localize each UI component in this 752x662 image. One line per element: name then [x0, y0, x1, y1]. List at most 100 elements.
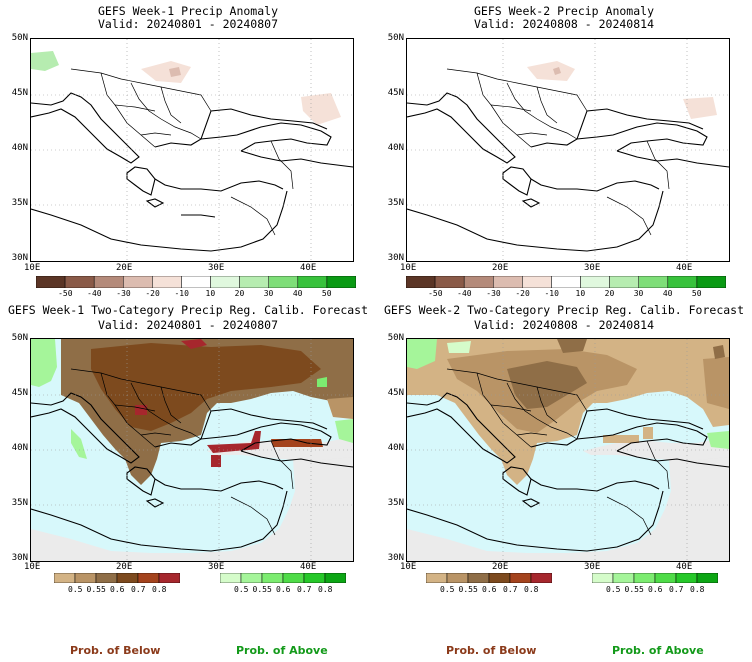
land-wet-italy [71, 429, 87, 459]
probability-map [406, 338, 730, 562]
lon-label-30e: 30E [584, 562, 601, 572]
colorbar-swatch [282, 573, 305, 583]
colorbar-swatch [93, 276, 124, 288]
colorbar-swatch [426, 573, 448, 583]
land-wet-west [31, 339, 57, 387]
lat-label-30n: 30N [387, 253, 404, 263]
colorbar-swatch [268, 276, 299, 288]
lon-label-30e: 30E [584, 263, 601, 273]
lat-label-35n: 35N [11, 498, 28, 508]
lat-label-45n: 45N [387, 88, 404, 98]
colorbar-tick-label: -20 [145, 289, 160, 298]
nodata-africa [407, 455, 729, 561]
colorbar-tick-label: 20 [234, 289, 245, 298]
lat-label-40n: 40N [387, 443, 404, 453]
colorbar-swatch [696, 573, 718, 583]
lat-label-35n: 35N [11, 198, 28, 208]
shade-east-dry [683, 97, 717, 119]
colorbar-tick-label: -30 [486, 289, 501, 298]
land-spot-dark [557, 339, 587, 353]
panel-week1-two-category: GEFS Week-1 Two-Category Precip Reg. Cal… [0, 300, 376, 600]
colorbar-tick-label: 0.5 [606, 585, 621, 594]
colorbar-swatch [36, 276, 66, 288]
colorbar-swatch [137, 573, 160, 583]
lat-label-50n: 50N [11, 33, 28, 43]
colorbar-swatch [74, 573, 97, 583]
colorbar-tick-label: 0.8 [152, 585, 167, 594]
colorbar-tick-label: 0.6 [110, 585, 125, 594]
panel-week2-two-category: GEFS Week-2 Two-Category Precip Reg. Cal… [376, 300, 752, 600]
lon-label-30e: 30E [208, 263, 225, 273]
colorbar-swatch [633, 573, 656, 583]
shade-russia-dry [301, 93, 341, 125]
panel-title: GEFS Week-1 Two-Category Precip Reg. Cal… [7, 303, 369, 317]
above-colorbar [220, 573, 346, 583]
lat-label-35n: 35N [387, 498, 404, 508]
above-colorbar [592, 573, 718, 583]
lat-label-40n: 40N [387, 143, 404, 153]
shade-spot [553, 67, 561, 75]
colorbar-swatch [667, 276, 698, 288]
colorbar-swatch [54, 573, 76, 583]
lon-label-40e: 40E [676, 562, 693, 572]
colorbar-swatch [488, 573, 511, 583]
colorbar-swatch [612, 573, 635, 583]
east-brown [327, 397, 353, 419]
colorbar-swatch [406, 276, 436, 288]
colorbar-tick-label: 0.7 [669, 585, 684, 594]
lon-label-20e: 20E [116, 263, 133, 273]
east-brown [703, 357, 729, 409]
prob-below-label-right: Prob. of Below [446, 644, 537, 657]
colorbar-tick-label: 40 [292, 289, 303, 298]
colorbar-tick-label: 20 [604, 289, 615, 298]
land-wet-north [447, 341, 471, 353]
shade-romania-dry [527, 61, 575, 81]
panel-valid-dates: Valid: 20240801 - 20240807 [97, 17, 278, 31]
colorbar-swatch [638, 276, 669, 288]
colorbar-swatch [446, 573, 469, 583]
land-wet-east [707, 431, 729, 449]
shade-north-europe [31, 51, 59, 71]
colorbar-tick-label: 0.8 [524, 585, 539, 594]
panel-week2-anomaly: GEFS Week-2 Precip Anomaly Valid: 202408… [376, 0, 752, 300]
colorbar-tick-label: 30 [263, 289, 274, 298]
anomaly-map [30, 38, 354, 262]
lon-label-40e: 40E [300, 263, 317, 273]
lat-label-45n: 45N [11, 388, 28, 398]
colorbar-swatch [493, 276, 523, 288]
colorbar-swatch [181, 276, 211, 288]
lon-label-20e: 20E [492, 562, 509, 572]
east-dark [713, 345, 725, 359]
colorbar-tick-label: -10 [174, 289, 189, 298]
below-colorbar-labels: 0.5 0.55 0.6 0.7 0.8 [54, 585, 180, 595]
colorbar-tick-label: 0.7 [131, 585, 146, 594]
colorbar-tick-label: 10 [575, 289, 586, 298]
colorbar-tick-label: 50 [691, 289, 702, 298]
nodata-africa [31, 455, 353, 561]
land-wet-crimea [317, 377, 327, 387]
colorbar-tick-label: 0.5 [234, 585, 249, 594]
lon-label-10e: 10E [24, 562, 41, 572]
colorbar-tick-label: 0.6 [648, 585, 663, 594]
shade-romania-dry [141, 61, 191, 83]
lat-label-30n: 30N [387, 553, 404, 563]
colorbar-swatch [592, 573, 614, 583]
colorbar-swatch [239, 276, 269, 288]
lon-label-10e: 10E [400, 562, 417, 572]
panel-valid-dates: Valid: 20240808 - 20240814 [473, 17, 654, 31]
panel-valid-dates: Valid: 20240808 - 20240814 [473, 318, 654, 332]
colorbar-swatch [434, 276, 465, 288]
colorbar-tick-label: 0.55 [86, 585, 106, 594]
turkey-dry-spot [643, 427, 653, 439]
colorbar-tick-label: -40 [87, 289, 102, 298]
colorbar-swatch [326, 276, 356, 288]
land-europe-dark [91, 343, 321, 431]
lat-label-30n: 30N [11, 253, 28, 263]
land-spot-red-1 [181, 339, 207, 349]
colorbar-tick-label: 0.7 [503, 585, 518, 594]
colorbar-tick-label: 50 [321, 289, 332, 298]
land-europe-dark [507, 361, 587, 409]
below-colorbar-labels: 0.5 0.55 0.6 0.7 0.8 [426, 585, 552, 595]
colorbar-tick-label: 0.55 [624, 585, 644, 594]
lon-label-10e: 10E [400, 263, 417, 273]
